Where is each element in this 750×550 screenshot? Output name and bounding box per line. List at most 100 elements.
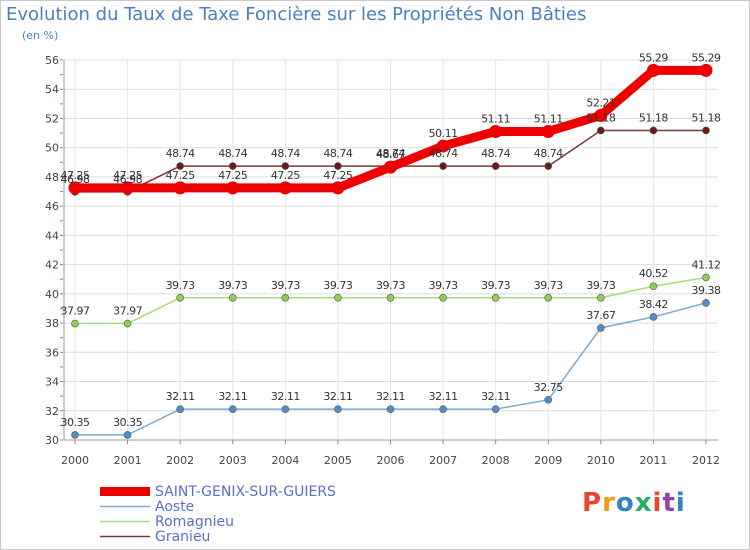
data-label-romagnieu-2012: 41.12: [692, 258, 721, 271]
y-tick-label-44: 44: [45, 229, 59, 242]
data-label-aoste-2009: 32.75: [534, 381, 563, 394]
data-point-saint-genix-sur-guiers-2003: [226, 181, 240, 195]
logo-letter: o: [615, 488, 635, 518]
data-point-romagnieu-2009: [544, 293, 553, 302]
data-point-aoste-2010: [597, 324, 605, 332]
legend-item-granieu: Granieu: [100, 529, 336, 544]
legend-label-romagnieu: Romagnieu: [155, 513, 235, 530]
data-label-aoste-2011: 38.42: [639, 298, 668, 311]
data-label-aoste-2000: 30.35: [61, 416, 90, 429]
data-point-romagnieu-2004: [281, 293, 290, 302]
data-label-granieu-2011: 51.18: [639, 111, 668, 124]
data-point-granieu-2011: [649, 126, 658, 135]
data-point-saint-genix-sur-guiers-2012: [699, 63, 713, 77]
data-point-saint-genix-sur-guiers-2005: [331, 181, 345, 195]
data-point-aoste-2005: [334, 405, 342, 413]
x-tick-label-2003: 2003: [219, 454, 247, 467]
data-point-aoste-2008: [491, 405, 500, 413]
data-point-granieu-2002: [176, 162, 184, 170]
legend-label-saint-genix: SAINT-GENIX-SUR-GUIERS: [155, 483, 336, 500]
legend-item-aoste: Aoste: [100, 499, 336, 514]
logo-letter: i: [675, 488, 686, 518]
y-tick-label-52: 52: [45, 112, 59, 125]
data-point-saint-genix-sur-guiers-2001: [121, 181, 135, 195]
y-tick-label-34: 34: [45, 376, 59, 389]
data-label-granieu-2008: 48.74: [481, 147, 510, 160]
data-label-romagnieu-2003: 39.73: [218, 279, 247, 292]
legend-swatch-saint-genix: [100, 487, 150, 496]
data-point-romagnieu-2002: [176, 293, 184, 302]
data-label-granieu-2012: 51.18: [692, 111, 721, 124]
data-label-romagnieu-2002: 39.73: [166, 279, 195, 292]
data-point-saint-genix-sur-guiers-2002: [173, 181, 187, 195]
data-label-romagnieu-2001: 37.97: [113, 305, 142, 318]
data-point-romagnieu-2003: [228, 293, 237, 302]
data-label-granieu-2001: 46.98: [113, 173, 142, 186]
data-point-saint-genix-sur-guiers-2009: [541, 124, 555, 138]
data-point-saint-genix-sur-guiers-2010: [594, 108, 608, 122]
x-tick-label-2000: 2000: [61, 454, 89, 467]
data-label-romagnieu-2000: 37.97: [61, 305, 90, 318]
data-label-saint-genix-sur-guiers-2000: 47.25: [61, 169, 90, 182]
y-tick-label-30: 30: [45, 434, 59, 447]
data-point-romagnieu-2007: [439, 293, 447, 302]
x-tick-label-2010: 2010: [587, 454, 615, 467]
data-point-aoste-2003: [228, 405, 237, 413]
data-label-granieu-2009: 48.74: [534, 147, 563, 160]
y-tick-label-50: 50: [45, 142, 59, 155]
data-point-romagnieu-2008: [491, 293, 500, 302]
data-point-romagnieu-2000: [71, 319, 79, 328]
data-label-romagnieu-2010: 39.73: [586, 279, 615, 292]
data-label-romagnieu-2004: 39.73: [271, 279, 300, 292]
legend-swatch-granieu: [100, 535, 150, 538]
data-label-aoste-2005: 32.11: [323, 390, 352, 403]
legend-item-romagnieu: Romagnieu: [100, 514, 336, 529]
data-label-romagnieu-2005: 39.73: [323, 279, 352, 292]
data-point-aoste-2011: [649, 313, 658, 321]
logo-letter: r: [602, 488, 616, 518]
data-label-saint-genix-sur-guiers-2009: 51.11: [534, 112, 563, 125]
data-point-saint-genix-sur-guiers-2008: [489, 124, 503, 138]
data-point-granieu-2012: [702, 126, 710, 135]
logo-letter: P: [582, 488, 603, 518]
data-label-aoste-2001: 30.35: [113, 416, 142, 429]
data-point-aoste-2002: [176, 405, 184, 413]
data-label-granieu-2004: 48.74: [271, 147, 300, 160]
data-point-romagnieu-2006: [386, 293, 395, 302]
x-tick-label-2004: 2004: [271, 454, 299, 467]
data-point-romagnieu-2005: [334, 293, 342, 302]
x-tick-label-2005: 2005: [324, 454, 352, 467]
data-point-romagnieu-2010: [597, 293, 605, 302]
data-point-saint-genix-sur-guiers-2000: [68, 181, 82, 195]
data-label-aoste-2010: 37.67: [586, 309, 615, 322]
data-point-aoste-2006: [386, 405, 395, 413]
x-tick-label-2011: 2011: [639, 454, 667, 467]
data-point-granieu-2004: [281, 162, 290, 170]
data-label-granieu-2006: 48.74: [376, 147, 405, 160]
x-tick-label-2008: 2008: [482, 454, 510, 467]
data-label-aoste-2003: 32.11: [218, 390, 247, 403]
logo-letter: t: [662, 488, 676, 518]
data-label-saint-genix-sur-guiers-2012: 55.29: [692, 51, 721, 64]
data-label-aoste-2012: 39.38: [692, 284, 721, 297]
data-label-granieu-2010: 51.18: [586, 111, 615, 124]
legend-swatch-romagnieu: [100, 520, 150, 523]
data-label-saint-genix-sur-guiers-2006: 48.67: [376, 148, 405, 161]
y-tick-label-32: 32: [45, 405, 59, 418]
data-point-saint-genix-sur-guiers-2011: [646, 63, 660, 77]
data-point-granieu-2009: [544, 162, 553, 170]
data-point-romagnieu-2001: [123, 319, 132, 328]
legend-label-aoste: Aoste: [155, 498, 195, 515]
data-label-granieu-2000: 46.98: [61, 173, 90, 186]
proxiti-logo: Proxiti: [582, 488, 686, 518]
data-label-granieu-2002: 48.74: [166, 147, 195, 160]
y-tick-label-54: 54: [45, 83, 59, 96]
data-point-aoste-2009: [544, 396, 553, 404]
y-tick-label-46: 46: [45, 200, 59, 213]
x-tick-label-2002: 2002: [166, 454, 194, 467]
data-label-romagnieu-2011: 40.52: [639, 267, 668, 280]
data-point-romagnieu-2011: [649, 282, 658, 291]
data-label-aoste-2008: 32.11: [481, 390, 510, 403]
y-tick-label-56: 56: [45, 54, 59, 67]
